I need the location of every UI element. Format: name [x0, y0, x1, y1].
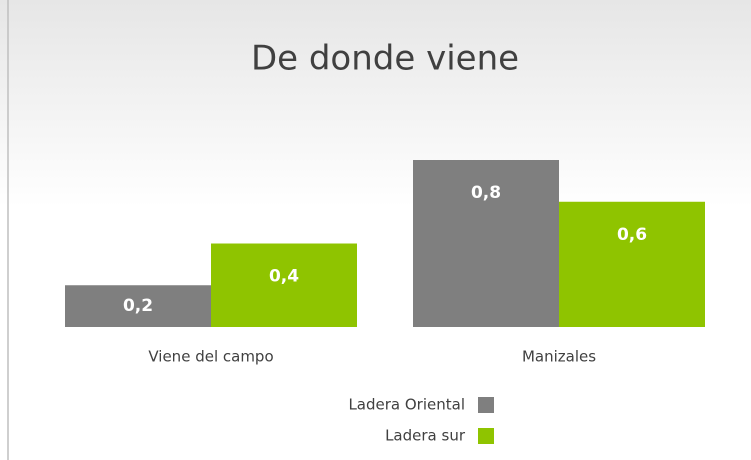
- x-tick-label: Manizales: [522, 348, 596, 366]
- bar: [413, 160, 559, 327]
- legend-label: Ladera Oriental: [348, 396, 465, 414]
- legend-swatch: [478, 397, 494, 413]
- value-label: 0,8: [471, 183, 501, 203]
- x-tick-label: Viene del campo: [148, 348, 273, 366]
- value-label: 0,2: [123, 296, 153, 316]
- value-label: 0,6: [617, 225, 647, 245]
- legend-label: Ladera sur: [385, 427, 466, 445]
- bar: [211, 243, 357, 327]
- bar: [559, 201, 705, 327]
- chart-title: De donde viene: [251, 39, 519, 79]
- legend-swatch: [478, 428, 494, 444]
- value-label: 0,4: [269, 267, 299, 287]
- bar: [65, 285, 211, 327]
